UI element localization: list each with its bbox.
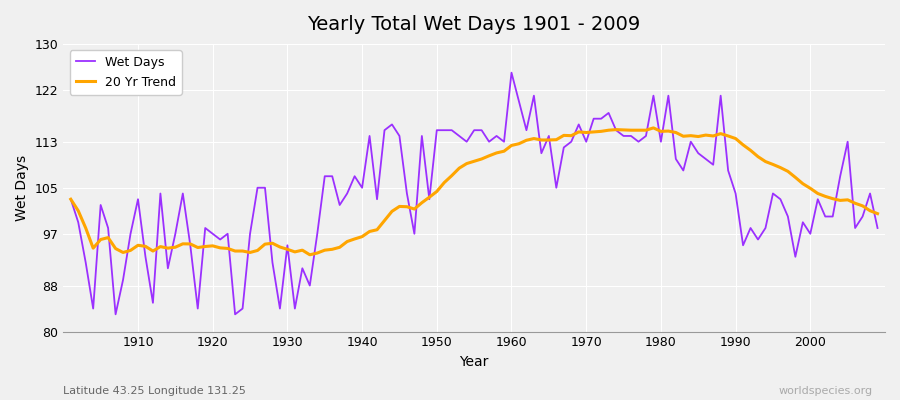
20 Yr Trend	[648, 126, 659, 130]
20 Yr Trend	[342, 239, 353, 244]
20 Yr Trend	[66, 197, 77, 202]
Wet Days	[110, 312, 121, 317]
Text: Latitude 43.25 Longitude 131.25: Latitude 43.25 Longitude 131.25	[63, 386, 246, 396]
Y-axis label: Wet Days: Wet Days	[15, 155, 29, 221]
20 Yr Trend	[872, 211, 883, 216]
Wet Days	[297, 266, 308, 271]
Text: worldspecies.org: worldspecies.org	[778, 386, 873, 396]
Line: Wet Days: Wet Days	[71, 73, 878, 314]
Wet Days	[342, 191, 353, 196]
Title: Yearly Total Wet Days 1901 - 2009: Yearly Total Wet Days 1901 - 2009	[308, 15, 641, 34]
Wet Days	[506, 70, 517, 75]
20 Yr Trend	[125, 248, 136, 253]
20 Yr Trend	[290, 250, 301, 254]
20 Yr Trend	[603, 128, 614, 132]
X-axis label: Year: Year	[460, 355, 489, 369]
Wet Days	[132, 197, 143, 202]
Wet Days	[514, 99, 525, 104]
Wet Days	[66, 197, 77, 202]
Legend: Wet Days, 20 Yr Trend: Wet Days, 20 Yr Trend	[69, 50, 182, 95]
20 Yr Trend	[506, 143, 517, 148]
20 Yr Trend	[304, 252, 315, 257]
Wet Days	[521, 128, 532, 132]
Line: 20 Yr Trend: 20 Yr Trend	[71, 128, 878, 255]
Wet Days	[611, 128, 622, 132]
Wet Days	[872, 226, 883, 230]
20 Yr Trend	[514, 141, 525, 146]
